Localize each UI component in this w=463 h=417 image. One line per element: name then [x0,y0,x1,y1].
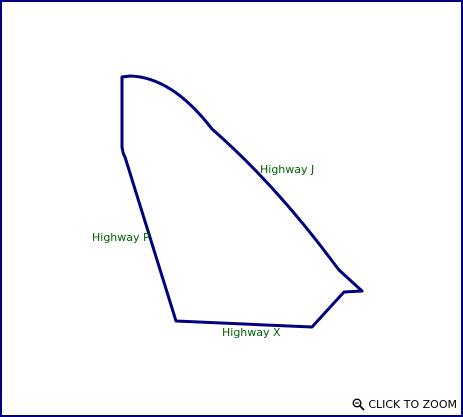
highway-x-label: Highway X [222,326,281,339]
highway-p-label: Highway P [92,231,150,244]
zoom-label: CLICK TO ZOOM [368,398,457,411]
region-boundary [120,74,364,329]
magnifier-icon [352,398,365,411]
highway-j-label: Highway J [260,163,315,176]
click-to-zoom-button[interactable]: CLICK TO ZOOM [352,398,457,411]
